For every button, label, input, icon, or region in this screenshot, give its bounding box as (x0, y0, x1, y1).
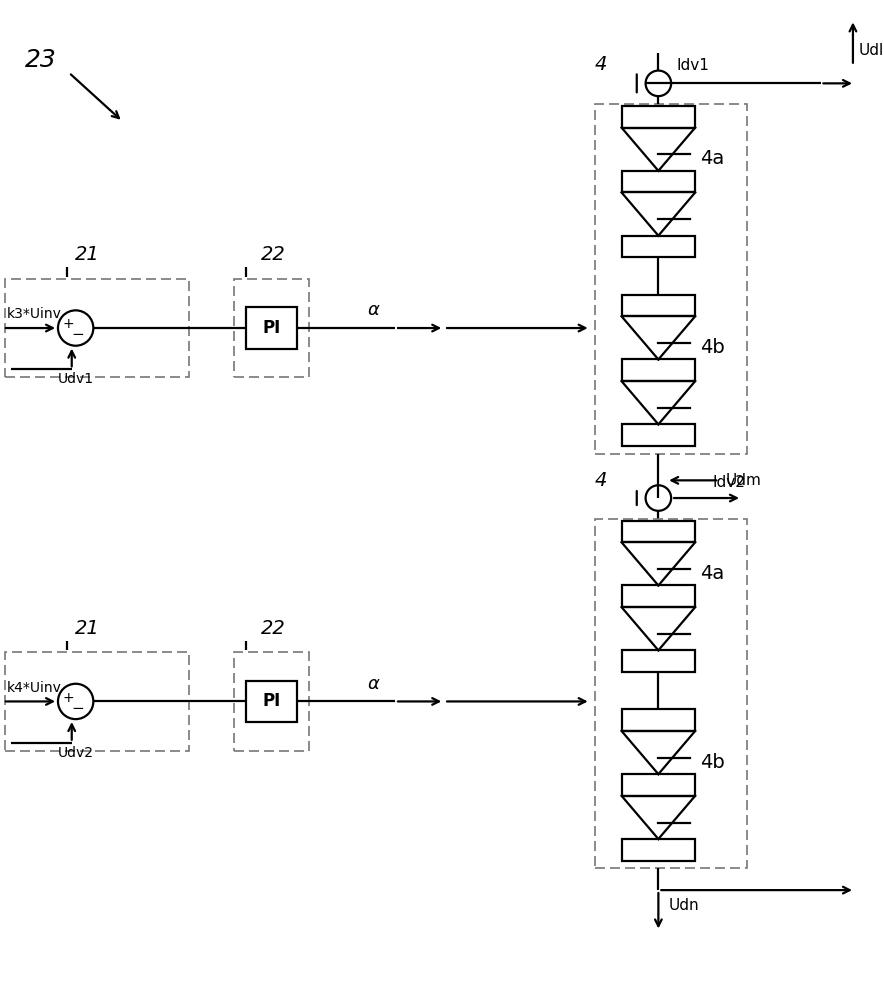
Text: −: − (72, 701, 84, 716)
Text: 4b: 4b (699, 753, 724, 772)
Bar (621, 709, 695, 731)
Bar (621, 359, 695, 381)
Bar (621, 171, 695, 192)
Text: PI: PI (262, 692, 280, 710)
Text: Idv2: Idv2 (713, 475, 745, 490)
Bar (621, 839, 695, 861)
Text: α: α (368, 675, 379, 693)
Text: k4*Uinv: k4*Uinv (7, 681, 62, 695)
Bar (621, 236, 695, 257)
Text: Udv1: Udv1 (58, 372, 94, 386)
Text: Udn: Udn (668, 898, 699, 913)
Text: 21: 21 (75, 245, 100, 264)
Bar (595, 104, 747, 454)
Bar (621, 774, 695, 796)
Text: 4b: 4b (699, 338, 724, 357)
Text: k3*Uinv: k3*Uinv (7, 307, 62, 321)
Text: 4: 4 (595, 55, 607, 74)
Text: 22: 22 (261, 619, 286, 638)
Text: PI: PI (262, 319, 280, 337)
Bar (246, 681, 297, 722)
Text: 4a: 4a (699, 564, 724, 583)
Text: 22: 22 (261, 245, 286, 264)
Text: 21: 21 (75, 619, 100, 638)
Bar (234, 279, 309, 377)
Text: Udl: Udl (859, 43, 884, 58)
Text: α: α (368, 301, 379, 319)
Bar (621, 295, 695, 316)
Text: +: + (63, 317, 74, 331)
Bar (5, 279, 189, 377)
Text: −: − (72, 327, 84, 342)
Bar (621, 521, 695, 542)
Bar (621, 585, 695, 607)
Text: 4: 4 (595, 471, 607, 490)
Bar (621, 106, 695, 128)
Bar (621, 424, 695, 446)
Text: Udm: Udm (725, 473, 761, 488)
Text: 4a: 4a (699, 149, 724, 168)
Bar (595, 519, 747, 868)
Text: 23: 23 (25, 48, 57, 72)
Text: +: + (63, 691, 74, 705)
Bar (234, 652, 309, 751)
Text: Udv2: Udv2 (58, 746, 94, 760)
Bar (5, 652, 189, 751)
Text: Idv1: Idv1 (676, 58, 709, 73)
Bar (621, 650, 695, 672)
Bar (246, 307, 297, 349)
